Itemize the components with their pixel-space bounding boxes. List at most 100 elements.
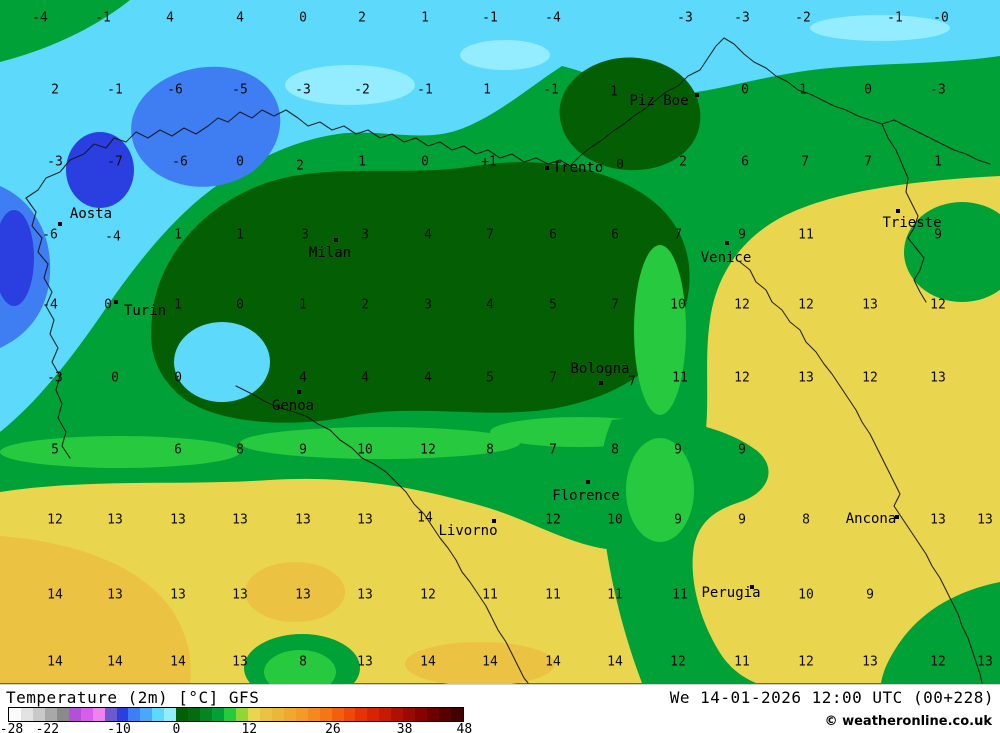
temp-value-label: 7 bbox=[549, 370, 557, 386]
temp-value-label: 0 bbox=[864, 82, 872, 98]
temp-value-label: 10 bbox=[798, 587, 814, 603]
temp-value-label: 4 bbox=[486, 297, 494, 313]
city-name-milan: Milan bbox=[308, 245, 352, 261]
scale-segment bbox=[92, 708, 105, 721]
region-blue-1 bbox=[131, 66, 281, 187]
temp-value-label: 11 bbox=[734, 654, 750, 670]
copyright-link[interactable]: © weatheronline.co.uk bbox=[824, 714, 992, 729]
scale-segment bbox=[20, 708, 33, 721]
region-pale-cyan-1 bbox=[285, 65, 415, 105]
scale-tick-label: 38 bbox=[396, 722, 413, 733]
region-bright-green-4 bbox=[634, 245, 686, 415]
temp-value-label: 13 bbox=[930, 370, 946, 386]
temp-value-label: 9 bbox=[674, 442, 682, 458]
region-pale-cyan-2 bbox=[460, 40, 550, 70]
temp-value-label: 8 bbox=[486, 442, 494, 458]
temp-value-label: 5 bbox=[51, 442, 59, 458]
region-dark-green-pizboe bbox=[559, 57, 701, 171]
temp-value-label: 13 bbox=[232, 654, 248, 670]
temp-value-label: 8 bbox=[611, 442, 619, 458]
temp-value-label: 8 bbox=[236, 442, 244, 458]
temp-value-label: 12 bbox=[930, 297, 946, 313]
border-west bbox=[25, 197, 71, 459]
temp-value-label: 4 bbox=[424, 227, 432, 243]
temp-value-label: 10 bbox=[670, 297, 686, 313]
temp-value-label: 2 bbox=[296, 158, 304, 174]
city-name-bologna: Bologna bbox=[570, 361, 630, 377]
temp-value-label: -3 bbox=[677, 10, 693, 26]
scale-tick-label: 48 bbox=[456, 722, 473, 733]
temp-value-label: 11 bbox=[672, 587, 688, 603]
scale-segment bbox=[164, 708, 177, 721]
temp-value-label: 1 bbox=[610, 84, 618, 100]
temp-value-label: 14 bbox=[417, 510, 433, 526]
temp-value-label: 5 bbox=[549, 297, 557, 313]
temp-value-label: 9 bbox=[738, 512, 746, 528]
scale-segment bbox=[355, 708, 368, 721]
city-dot-venice bbox=[725, 241, 729, 245]
temp-value-label: 13 bbox=[357, 654, 373, 670]
scale-segment bbox=[295, 708, 308, 721]
temp-value-label: -3 bbox=[47, 154, 63, 170]
temperature-color-scale bbox=[8, 707, 464, 722]
temp-value-label: 14 bbox=[607, 654, 623, 670]
scale-segment bbox=[188, 708, 201, 721]
temp-value-label: 13 bbox=[357, 587, 373, 603]
region-green-istria bbox=[904, 202, 1000, 302]
temp-value-label: 3 bbox=[361, 227, 369, 243]
scale-segment bbox=[367, 708, 380, 721]
temp-value-label: 14 bbox=[47, 654, 63, 670]
temp-value-label: -0 bbox=[933, 10, 949, 26]
temp-value-label: 13 bbox=[107, 587, 123, 603]
temp-value-label: 11 bbox=[545, 587, 561, 603]
temp-value-label: 11 bbox=[672, 370, 688, 386]
temp-value-label: 0 bbox=[111, 370, 119, 386]
temp-value-label: 1 bbox=[174, 227, 182, 243]
scale-segment bbox=[403, 708, 416, 721]
temp-value-label: 7 bbox=[486, 227, 494, 243]
temp-value-label: -2 bbox=[354, 82, 370, 98]
temp-value-label: 1 bbox=[421, 10, 429, 26]
temp-value-label: 9 bbox=[934, 227, 942, 243]
temp-value-label: 6 bbox=[549, 227, 557, 243]
temp-value-label: 9 bbox=[674, 512, 682, 528]
scale-segment bbox=[271, 708, 284, 721]
border-alps bbox=[25, 37, 991, 199]
temp-value-label: 13 bbox=[295, 512, 311, 528]
temp-value-label: -1 bbox=[543, 82, 559, 98]
city-name-livorno: Livorno bbox=[438, 523, 498, 539]
region-bright-green-bottom-center bbox=[264, 650, 336, 684]
temp-value-label: 0 bbox=[236, 297, 244, 313]
temp-value-label: 13 bbox=[232, 512, 248, 528]
scale-tick-label: 0 bbox=[172, 722, 181, 733]
temp-value-label: 8 bbox=[802, 512, 810, 528]
temp-value-label: 12 bbox=[930, 654, 946, 670]
temp-value-label: 12 bbox=[47, 512, 63, 528]
temp-value-label: 13 bbox=[170, 512, 186, 528]
temp-value-label: 4 bbox=[166, 10, 174, 26]
scale-segment bbox=[80, 708, 93, 721]
scale-segment bbox=[116, 708, 129, 721]
temp-value-label: 1 bbox=[236, 227, 244, 243]
temp-value-label: -3 bbox=[734, 10, 750, 26]
temp-value-label: 1 bbox=[174, 297, 182, 313]
city-name-piz-boe: Piz Boe bbox=[629, 93, 689, 109]
city-name-genoa: Genoa bbox=[271, 398, 315, 414]
temp-value-label: 12 bbox=[798, 297, 814, 313]
temp-value-label: 12 bbox=[862, 370, 878, 386]
temp-value-label: 1 bbox=[934, 154, 942, 170]
city-name-ancona: Ancona bbox=[845, 511, 897, 527]
temp-value-label: 13 bbox=[170, 587, 186, 603]
temp-value-label: 12 bbox=[734, 297, 750, 313]
temp-value-label: -6 bbox=[167, 82, 183, 98]
temp-value-label: 12 bbox=[545, 512, 561, 528]
temp-value-label: 14 bbox=[420, 654, 436, 670]
region-orange-center bbox=[245, 562, 345, 622]
city-dot-trento bbox=[545, 166, 549, 170]
scale-segment bbox=[68, 708, 81, 721]
temp-value-label: 13 bbox=[232, 587, 248, 603]
scale-tick-label: -10 bbox=[107, 722, 131, 733]
scale-segment bbox=[152, 708, 165, 721]
temp-value-label: 7 bbox=[864, 154, 872, 170]
